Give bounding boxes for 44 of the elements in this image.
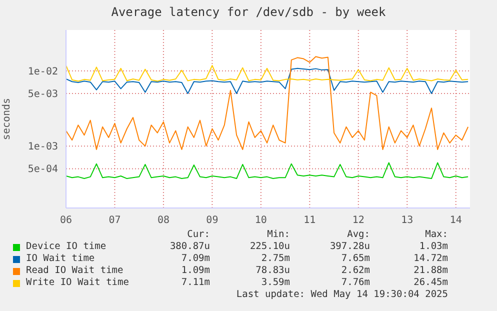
text: 78.83u <box>256 265 290 276</box>
y-tick-label: 5e-04 <box>28 164 58 176</box>
text: 26.45m <box>414 277 448 288</box>
x-tick-label: 10 <box>254 215 267 226</box>
text: 2.75m <box>261 253 290 264</box>
text: 14.72m <box>414 253 448 264</box>
x-tick-label: 11 <box>304 215 316 226</box>
x-tick-label: 12 <box>352 215 364 226</box>
line-series <box>66 162 469 180</box>
x-tick-label: 14 <box>450 215 462 226</box>
text: 397.28u <box>330 241 370 252</box>
text: 380.87u <box>170 241 210 252</box>
x-tick-label: 13 <box>401 215 414 226</box>
y-tick-label: 5e-03 <box>28 89 58 100</box>
y-axis-title: seconds <box>2 98 13 140</box>
text: 7.11m <box>181 277 210 288</box>
x-tick-label: 09 <box>206 215 218 226</box>
text: Last update: Wed May 14 19:30:04 2025 <box>236 289 448 300</box>
text: Max: <box>425 229 448 240</box>
text: 1.09m <box>181 265 210 276</box>
text: Cur: <box>187 229 210 240</box>
text: 7.09m <box>181 253 210 264</box>
chart-title: Average latency for /dev/sdb - by week <box>110 5 387 19</box>
text: Avg: <box>347 229 370 240</box>
text: 225.10u <box>250 241 290 252</box>
legend-label: Write IO Wait time <box>26 277 129 288</box>
x-tick-label: 08 <box>157 215 170 226</box>
x-tick-label: 06 <box>60 215 72 226</box>
y-tick-label: 1e-02 <box>28 66 58 78</box>
line-series <box>66 56 469 150</box>
legend-label: Device IO time <box>26 241 106 252</box>
text: 21.88m <box>414 265 448 276</box>
text: 1.03m <box>419 241 448 252</box>
legend-label: IO Wait time <box>26 253 95 264</box>
legend-label: Read IO Wait time <box>26 265 124 276</box>
text: 7.65m <box>341 253 370 264</box>
text: Min: <box>267 229 290 240</box>
x-tick-label: 07 <box>108 215 121 226</box>
text: 2.62m <box>341 265 370 276</box>
text: 7.76m <box>341 277 370 288</box>
line-series <box>66 64 469 82</box>
text: 3.59m <box>261 277 290 288</box>
line-series <box>66 68 469 94</box>
y-tick-label: 1e-03 <box>28 142 58 153</box>
